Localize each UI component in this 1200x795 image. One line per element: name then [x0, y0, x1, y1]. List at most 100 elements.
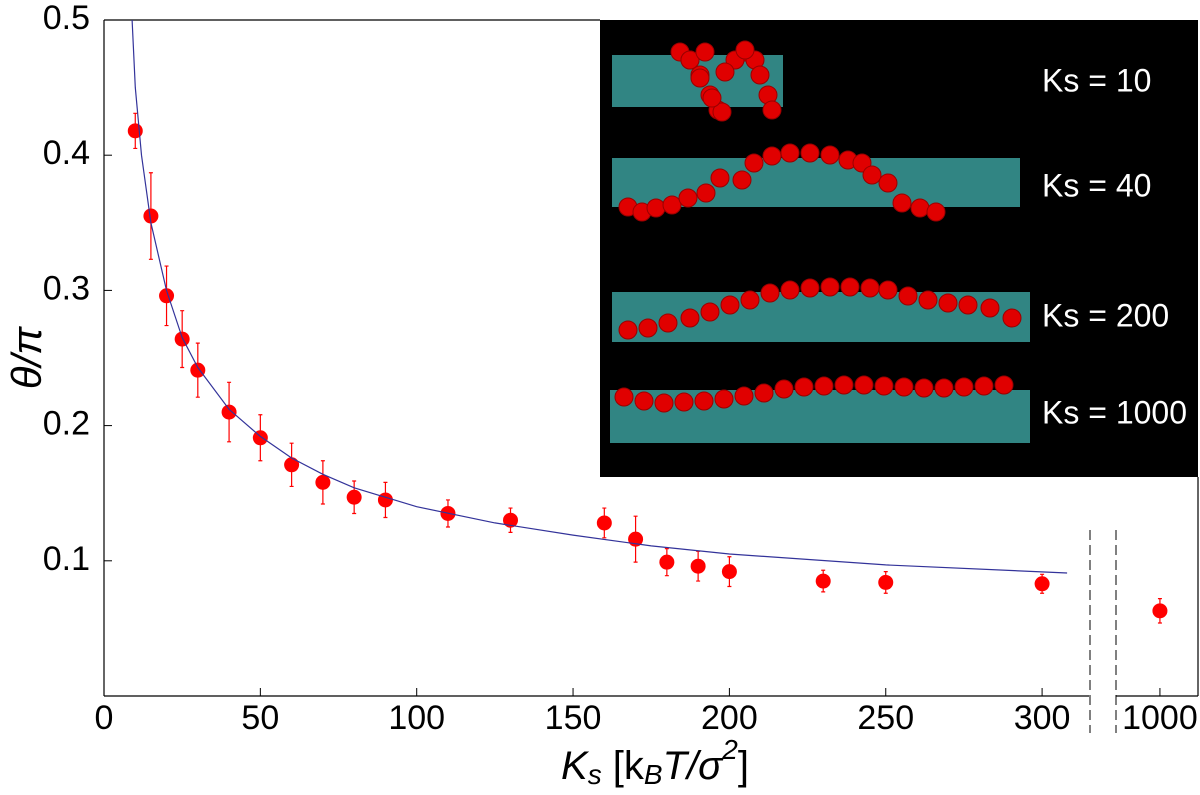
x-tick-label: 300 [1014, 699, 1071, 737]
bead [800, 278, 820, 298]
bead [1002, 308, 1022, 328]
bead [750, 65, 770, 85]
bead [732, 170, 752, 190]
data-point [221, 404, 237, 420]
bead [892, 193, 912, 213]
bead [954, 377, 974, 397]
bead [794, 377, 814, 397]
bead [780, 143, 800, 163]
bead [700, 302, 720, 322]
x-tick-label: 200 [701, 699, 758, 737]
bead [918, 290, 938, 310]
bead [714, 389, 734, 409]
bead [740, 290, 760, 310]
x-axis-label-part: B [644, 759, 663, 790]
bead [958, 295, 978, 315]
x-tick-label: 0 [95, 699, 114, 737]
data-point [346, 489, 362, 505]
bead [715, 62, 735, 82]
bead [926, 202, 946, 222]
bead [862, 165, 882, 185]
y-tick-label: 0.3 [43, 269, 90, 307]
bead [614, 387, 634, 407]
x-axis-label-part: s [588, 759, 602, 790]
bead [690, 68, 710, 88]
bead [702, 88, 722, 108]
bead [914, 378, 934, 398]
data-point [503, 512, 519, 528]
y-tick-label: 0.1 [43, 540, 90, 578]
data-point [596, 515, 612, 531]
bead [696, 183, 716, 203]
bead [662, 195, 682, 215]
inset: Ks = 10 Ks = 40 Ks = 200 Ks = 1000 [600, 20, 1198, 477]
bead [618, 320, 638, 340]
bead [938, 293, 958, 313]
bead [762, 146, 782, 166]
bead [878, 173, 898, 193]
bead [710, 168, 730, 188]
bead [744, 153, 764, 173]
bead [674, 392, 694, 412]
x-axis-label-part: ] [738, 744, 749, 788]
bead [898, 286, 918, 306]
bead [760, 283, 780, 303]
x-axis-label-part: T/σ [663, 744, 725, 788]
x-axis-label-part: K [561, 744, 590, 788]
x-axis-label-part: 2 [721, 734, 738, 765]
data-point [878, 574, 894, 590]
bead [934, 378, 954, 398]
x-tick-label: 50 [241, 699, 279, 737]
bead [860, 278, 880, 298]
bead [654, 393, 674, 413]
bead [814, 376, 834, 396]
data-point [315, 474, 331, 490]
inset-label: Ks = 1000 [1042, 394, 1187, 430]
bead [878, 280, 898, 300]
bead [634, 391, 654, 411]
data-point [252, 430, 268, 446]
bead [678, 188, 698, 208]
bead [834, 375, 854, 395]
data-point [174, 331, 190, 347]
bead [774, 379, 794, 399]
data-point [284, 457, 300, 473]
x-axis-label-part: [k [602, 744, 645, 788]
bead [754, 383, 774, 403]
x-tick-label: 250 [857, 699, 914, 737]
data-point [377, 492, 393, 508]
data-point [815, 573, 831, 589]
bead [994, 375, 1014, 395]
bead [820, 277, 840, 297]
y-tick-label: 0.4 [43, 134, 90, 172]
data-point [721, 564, 737, 580]
bead [658, 313, 678, 333]
bead [734, 386, 754, 406]
bead [646, 198, 666, 218]
fit-line [131, 19, 1068, 574]
inset-label: Ks = 200 [1042, 297, 1169, 333]
inset-label: Ks = 10 [1042, 62, 1151, 98]
inset-label: Ks = 40 [1042, 167, 1151, 203]
x-axis-label: Ks [kBT/σ2] [561, 734, 749, 790]
data-point [1152, 603, 1168, 619]
y-tick-label: 0.2 [43, 405, 90, 443]
data-point [690, 558, 706, 574]
data-point [1034, 576, 1050, 592]
bead [780, 280, 800, 300]
bead [695, 42, 715, 62]
bead [840, 277, 860, 297]
data-point [143, 208, 159, 224]
bead [910, 198, 930, 218]
bead [762, 100, 782, 120]
x-tick-label: 150 [545, 699, 602, 737]
bead [894, 377, 914, 397]
bead [638, 318, 658, 338]
bead [820, 145, 840, 165]
y-tick-label: 0.5 [43, 0, 90, 37]
bead [712, 102, 732, 122]
x-tick-label: 1000 [1122, 699, 1198, 737]
data-point [190, 362, 206, 378]
